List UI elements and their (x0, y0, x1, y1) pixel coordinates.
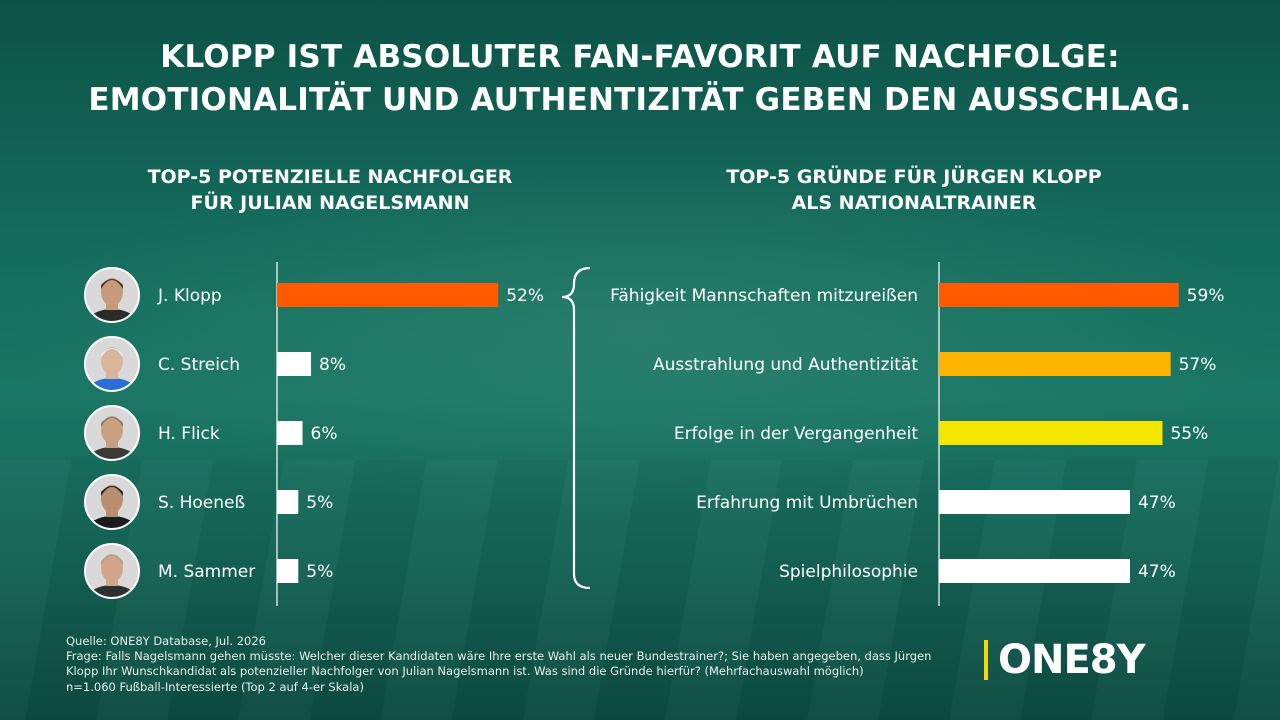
footnote-question-1: Frage: Falls Nagelsmann gehen müsste: We… (66, 649, 932, 664)
avatar-face (101, 416, 123, 444)
avatar-shirt (86, 585, 138, 598)
avatar-figure (86, 554, 138, 598)
person-avatar-klopp-icon (84, 267, 140, 323)
footnote-sample: n=1.060 Fußball-Interessierte (Top 2 auf… (66, 679, 364, 694)
left-row-4: S. Hoeneß 5% (84, 474, 333, 530)
right-category-label: Ausstrahlung und Authentizität (653, 355, 918, 375)
person-avatar-sammer-icon (84, 543, 140, 599)
left-value-label: 8% (319, 355, 346, 375)
right-bar-4 (939, 490, 1130, 514)
left-value-label: 5% (306, 562, 333, 582)
avatar-figure (86, 347, 138, 391)
avatar-hair (101, 486, 123, 496)
logo-accent-bar (984, 640, 988, 680)
avatar-hair (101, 348, 123, 358)
left-row-3: H. Flick 6% (84, 405, 338, 461)
avatar-hair (101, 555, 123, 565)
left-category-label: C. Streich (158, 355, 240, 375)
avatar-figure (86, 416, 138, 460)
left-bar-1 (277, 283, 499, 307)
logo-text: ONE8Y (998, 637, 1146, 683)
right-value-label: 47% (1138, 562, 1176, 582)
avatar-shirt (86, 309, 138, 322)
left-chart-title-line-1: TOP-5 POTENZIELLE NACHFOLGER (147, 166, 513, 188)
right-chart-title: TOP-5 GRÜNDE FÜR JÜRGEN KLOPP ALS NATION… (674, 164, 1154, 216)
avatar-shirt (86, 516, 138, 529)
person-avatar-streich-icon (84, 336, 140, 392)
right-row-1: Fähigkeit Mannschaften mitzureißen 59% (610, 283, 1225, 307)
right-row-4: Erfahrung mit Umbrüchen 47% (696, 490, 1176, 514)
left-category-label: J. Klopp (157, 286, 222, 306)
left-value-label: 6% (311, 424, 338, 444)
right-row-5: Spielphilosophie 47% (779, 559, 1176, 583)
left-value-label: 52% (506, 286, 544, 306)
right-category-label: Erfolge in der Vergangenheit (674, 424, 918, 444)
avatar-figure (86, 485, 138, 529)
right-value-label: 55% (1170, 424, 1208, 444)
avatar-ring (84, 336, 140, 392)
avatar-ring (84, 543, 140, 599)
avatar-hair (101, 417, 123, 427)
right-bar-2 (939, 352, 1171, 376)
right-value-label: 59% (1187, 286, 1225, 306)
left-category-label: S. Hoeneß (158, 493, 245, 513)
right-bar-5 (939, 559, 1130, 583)
avatar-ring (84, 267, 140, 323)
page-title: KLOPP IST ABSOLUTER FAN-FAVORIT AUF NACH… (0, 36, 1280, 122)
left-chart-title-line-2: FÜR JULIAN NAGELSMANN (190, 192, 470, 214)
left-row-1: J. Klopp 52% (84, 267, 544, 323)
left-chart-title: TOP-5 POTENZIELLE NACHFOLGER FÜR JULIAN … (90, 164, 570, 216)
brand-logo: ONE8Y (984, 637, 1146, 683)
avatar-face (101, 485, 123, 513)
footnote-source: Quelle: ONE8Y Database, Jul. 2026 (66, 634, 266, 648)
right-row-2: Ausstrahlung und Authentizität 57% (653, 352, 1216, 376)
right-category-label: Fähigkeit Mannschaften mitzureißen (610, 286, 918, 306)
avatar-shirt (86, 447, 138, 460)
title-line-2: EMOTIONALITÄT UND AUTHENTIZITÄT GEBEN DE… (88, 82, 1192, 118)
right-bar-1 (939, 283, 1179, 307)
person-avatar-flick-icon (84, 405, 140, 461)
right-chart-title-line-1: TOP-5 GRÜNDE FÜR JÜRGEN KLOPP (726, 166, 1102, 188)
right-row-3: Erfolge in der Vergangenheit 55% (674, 421, 1208, 445)
left-bar-3 (277, 421, 303, 445)
person-avatar-hoeness-icon (84, 474, 140, 530)
avatar-figure (86, 278, 138, 322)
left-category-label: H. Flick (158, 424, 220, 444)
right-category-label: Erfahrung mit Umbrüchen (696, 493, 918, 513)
right-bar-3 (939, 421, 1163, 445)
left-value-label: 5% (306, 493, 333, 513)
left-bar-5 (277, 559, 299, 583)
avatar-ring (84, 474, 140, 530)
avatar-face (101, 554, 123, 582)
avatar-face (101, 347, 123, 375)
avatar-ring (84, 405, 140, 461)
left-category-label: M. Sammer (158, 562, 255, 582)
connector-brace (561, 266, 591, 590)
left-bar-2 (277, 352, 312, 376)
avatar-hair (101, 279, 123, 289)
footnote: Quelle: ONE8Y Database, Jul. 2026 Frage:… (66, 634, 946, 695)
right-value-label: 47% (1138, 493, 1176, 513)
title-line-1: KLOPP IST ABSOLUTER FAN-FAVORIT AUF NACH… (160, 39, 1120, 75)
left-bar-4 (277, 490, 299, 514)
avatar-face (101, 278, 123, 306)
right-category-label: Spielphilosophie (779, 562, 918, 582)
avatar-shirt (86, 378, 138, 391)
right-chart-title-line-2: ALS NATIONALTRAINER (791, 192, 1037, 214)
footnote-question-2: Klopp Ihr Wunschkandidat als potenzielle… (66, 664, 864, 679)
left-row-2: C. Streich 8% (84, 336, 346, 392)
right-value-label: 57% (1179, 355, 1217, 375)
left-row-5: M. Sammer 5% (84, 543, 333, 599)
